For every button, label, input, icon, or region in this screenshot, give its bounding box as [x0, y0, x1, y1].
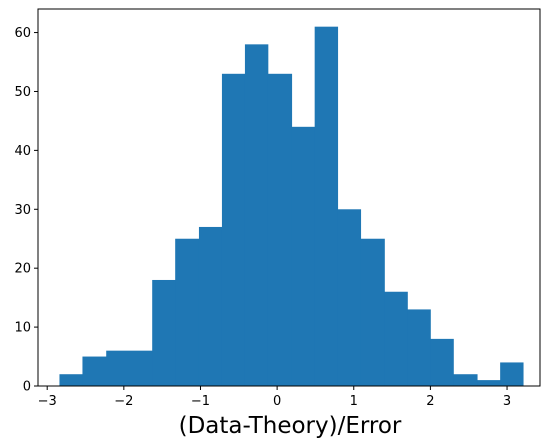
histogram-bar — [175, 238, 200, 386]
x-tick-label: −1 — [191, 394, 210, 409]
histogram-bar — [453, 374, 478, 386]
y-tick-label: 40 — [14, 144, 31, 159]
histogram-bar — [291, 126, 316, 386]
histogram-bar — [430, 338, 454, 386]
histogram-bar — [82, 356, 107, 386]
y-axis-ticks: 0 10 20 30 40 50 60 — [14, 26, 38, 395]
x-axis-ticks: −3 −2 −1 0 1 2 3 — [38, 386, 511, 409]
histogram-bar — [244, 44, 269, 386]
histogram-bar — [337, 209, 362, 386]
x-tick-label: 3 — [503, 394, 511, 409]
y-tick-label: 30 — [14, 203, 31, 218]
histogram-bar — [152, 279, 176, 386]
histogram-bar — [314, 26, 339, 386]
histogram-bar — [407, 309, 431, 386]
x-tick-label: 0 — [273, 394, 281, 409]
y-tick-label: 20 — [14, 262, 31, 277]
plot-frame — [37, 8, 541, 387]
histogram-bar — [198, 226, 223, 386]
histogram-bar — [384, 291, 408, 386]
histogram-bar — [477, 380, 501, 386]
x-tick-label: −2 — [114, 394, 133, 409]
histogram-bar — [500, 362, 524, 386]
y-tick-label: 0 — [23, 380, 31, 395]
histogram-bar — [360, 238, 385, 386]
x-axis-title: (Data-Theory)/Error — [179, 413, 402, 438]
histogram-bar — [267, 73, 293, 386]
x-tick-label: 1 — [350, 394, 358, 409]
histogram-bar — [59, 374, 83, 386]
histogram-bars — [59, 26, 524, 386]
y-tick-label: 10 — [14, 321, 31, 336]
x-tick-label: 2 — [426, 394, 434, 409]
x-tick-label: −3 — [38, 394, 57, 409]
y-tick-label: 50 — [14, 85, 31, 100]
histogram-bar — [106, 350, 153, 386]
y-tick-label: 60 — [14, 26, 31, 41]
histogram-bar — [221, 73, 246, 386]
